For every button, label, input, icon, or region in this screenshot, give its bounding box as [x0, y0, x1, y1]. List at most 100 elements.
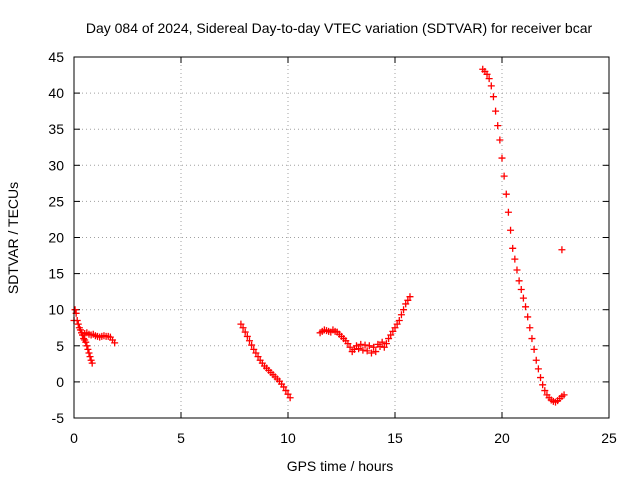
data-point	[248, 341, 256, 349]
data-point	[252, 349, 260, 357]
data-point	[243, 332, 251, 340]
data-point	[530, 345, 538, 353]
data-point	[522, 303, 530, 311]
data-point	[344, 340, 352, 348]
data-point	[254, 353, 262, 361]
data-point	[393, 320, 401, 328]
data-point	[511, 255, 519, 263]
y-tick-label: 40	[48, 85, 64, 101]
x-tick-label: 15	[387, 430, 403, 446]
data-point	[487, 82, 495, 90]
data-point	[494, 122, 502, 130]
y-tick-label: 35	[48, 121, 64, 137]
data-point	[282, 387, 290, 395]
data-point	[528, 335, 536, 343]
data-point	[84, 345, 92, 353]
data-point	[239, 324, 247, 332]
data-point	[509, 244, 517, 252]
data-point	[286, 394, 294, 402]
data-point	[402, 300, 410, 308]
data-point	[382, 340, 390, 348]
data-point	[250, 345, 258, 353]
data-point	[350, 345, 358, 353]
x-tick-label: 10	[280, 430, 296, 446]
data-point	[406, 293, 414, 301]
data-points	[70, 65, 568, 406]
data-point	[378, 338, 386, 346]
x-tick-labels: 0 5 10 15 20 25	[70, 430, 617, 446]
data-point	[83, 342, 91, 350]
data-point	[355, 345, 363, 353]
data-point	[500, 172, 508, 180]
x-tick-label: 25	[601, 430, 617, 446]
data-point	[492, 107, 500, 115]
data-point	[241, 328, 249, 336]
data-point	[88, 359, 96, 367]
data-point	[400, 306, 408, 314]
data-point	[395, 317, 403, 325]
plot-frame	[73, 56, 610, 419]
data-point	[245, 337, 253, 345]
data-point	[526, 324, 534, 332]
data-point	[111, 339, 119, 347]
data-point	[372, 348, 380, 356]
data-point	[86, 353, 94, 361]
data-point	[541, 387, 549, 395]
data-point	[363, 347, 371, 355]
data-point	[82, 338, 90, 346]
data-point	[502, 190, 510, 198]
data-point	[397, 311, 405, 319]
data-point	[515, 277, 523, 285]
data-point	[80, 335, 88, 343]
y-tick-label: 30	[48, 157, 64, 173]
data-point	[513, 266, 521, 274]
data-point	[284, 390, 292, 398]
data-point	[537, 374, 545, 382]
data-point	[507, 226, 515, 234]
data-point	[560, 391, 568, 399]
data-point	[385, 335, 393, 343]
data-point	[85, 349, 93, 357]
data-point	[558, 246, 566, 254]
data-point	[380, 343, 388, 351]
x-axis-label: GPS time / hours	[287, 458, 394, 474]
data-point	[370, 343, 378, 351]
y-tick-label: 25	[48, 193, 64, 209]
data-point	[524, 313, 532, 321]
data-point	[361, 341, 369, 349]
data-point	[357, 340, 365, 348]
data-point	[489, 93, 497, 101]
data-point	[387, 331, 395, 339]
y-tick-labels: -5 0 5 10 15 20 25 30 35 40 45	[48, 49, 64, 426]
data-point	[359, 346, 367, 354]
data-point	[71, 306, 79, 314]
y-tick-label: 45	[48, 49, 64, 65]
data-point	[73, 317, 81, 325]
data-point	[367, 349, 375, 357]
data-point	[498, 154, 506, 162]
data-point	[404, 296, 412, 304]
y-tick-label: 15	[48, 266, 64, 282]
data-point	[517, 285, 525, 293]
data-point	[483, 70, 491, 78]
data-point	[485, 75, 493, 83]
data-point	[534, 365, 542, 373]
data-point	[365, 342, 373, 350]
y-tick-label: 0	[56, 374, 64, 390]
data-point	[389, 327, 397, 335]
data-point	[237, 320, 245, 328]
data-point	[74, 320, 82, 328]
data-point	[376, 343, 384, 351]
chart-title: Day 084 of 2024, Sidereal Day-to-day VTE…	[86, 20, 593, 36]
x-tick-label: 5	[177, 430, 185, 446]
y-tick-label: -5	[52, 410, 65, 426]
y-tick-label: 20	[48, 230, 64, 246]
grid	[74, 57, 609, 418]
data-point	[346, 343, 354, 351]
y-axis-label: SDTVAR / TECUs	[5, 182, 21, 294]
data-point	[532, 356, 540, 364]
data-point	[280, 383, 288, 391]
y-tick-label: 10	[48, 302, 64, 318]
x-tick-label: 0	[70, 430, 78, 446]
